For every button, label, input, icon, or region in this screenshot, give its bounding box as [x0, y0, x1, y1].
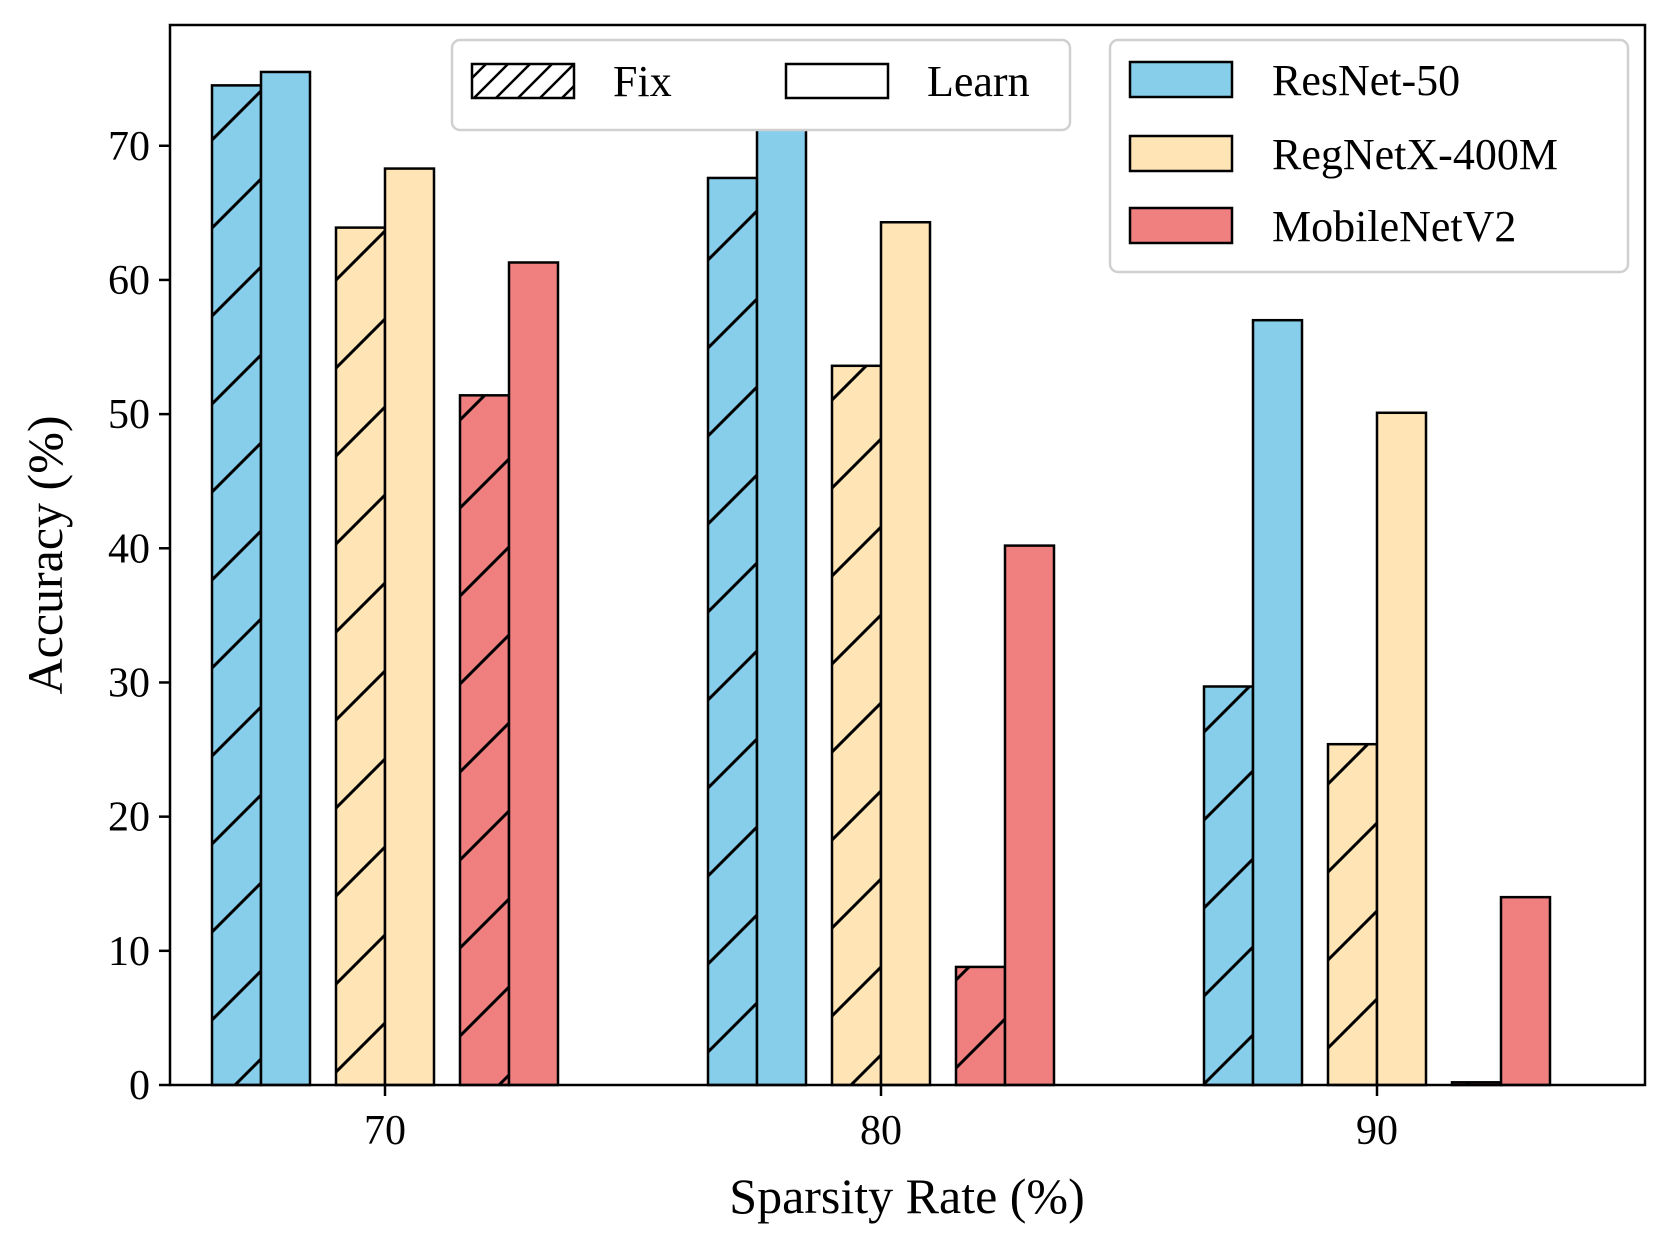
legend-swatch-regnetx-400m	[1128, 134, 1234, 173]
bar-mobilenetv2-fix-90-hatch	[1452, 1082, 1501, 1085]
x-axis-label: Sparsity Rate (%)	[729, 1168, 1084, 1224]
y-axis-label: Accuracy (%)	[17, 416, 73, 695]
y-tick-label-40: 40	[108, 526, 150, 572]
bar-regnetx-400m-learn-70	[383, 167, 436, 1087]
legend-label-learn: Learn	[927, 57, 1030, 106]
legend-label-regnetx-400m: RegNetX-400M	[1272, 130, 1558, 179]
bar-regnetx-400m-fix-70-hatch	[336, 227, 385, 1085]
y-tick-label-70: 70	[108, 124, 150, 170]
bar-resnet-50-fix-70-hatch	[212, 85, 261, 1085]
y-axis: 0 10 20 30 40 50 60 70	[108, 124, 170, 1109]
legend-label-resnet-50: ResNet-50	[1272, 56, 1460, 105]
bar-regnetx-400m-fix-90-hatch	[1328, 744, 1377, 1085]
x-tick-label-80: 80	[860, 1108, 902, 1154]
bar-regnetx-400m-fix-80-hatch	[832, 365, 881, 1085]
bar-resnet-50-learn-90	[1251, 318, 1304, 1087]
bar-mobilenetv2-fix-70-hatch	[460, 395, 509, 1085]
y-tick-label-20: 20	[108, 795, 150, 841]
legend-swatch-resnet-50	[1128, 60, 1234, 99]
y-tick-label-0: 0	[129, 1063, 150, 1109]
method-legend: Fix Learn	[450, 38, 1072, 132]
bar-resnet-50-learn-70	[259, 70, 312, 1087]
method-legend-frame	[450, 38, 1072, 132]
y-tick-label-60: 60	[108, 258, 150, 304]
legend-label-fix: Fix	[613, 57, 672, 106]
legend-swatch-learn	[784, 62, 890, 100]
y-tick-label-10: 10	[108, 929, 150, 975]
x-tick-label-70: 70	[364, 1108, 406, 1154]
bar-mobilenetv2-learn-70	[507, 261, 560, 1087]
bar-mobilenetv2-fix-80-hatch	[956, 966, 1005, 1085]
model-legend-frame	[1108, 38, 1630, 274]
bar-mobilenetv2-learn-90	[1499, 895, 1552, 1087]
legend-swatch-mobilenetv2	[1128, 206, 1234, 245]
legend-label-mobilenetv2: MobileNetV2	[1272, 202, 1516, 251]
model-legend: ResNet-50 RegNetX-400M MobileNetV2	[1108, 38, 1630, 274]
y-tick-label-30: 30	[108, 660, 150, 706]
bar-regnetx-400m-learn-80	[879, 220, 932, 1087]
y-tick-label-50: 50	[108, 392, 150, 438]
bars-layer	[210, 70, 1552, 1087]
x-tick-label-90: 90	[1356, 1108, 1398, 1154]
legend-swatch-fix	[470, 62, 576, 100]
bar-regnetx-400m-learn-90	[1375, 411, 1428, 1087]
bar-resnet-50-learn-80	[755, 127, 808, 1087]
bar-mobilenetv2-learn-80	[1003, 544, 1056, 1087]
x-axis: 70 80 90	[364, 1085, 1398, 1154]
plot-frame	[168, 23, 1647, 1087]
bar-resnet-50-fix-90-hatch	[1204, 686, 1253, 1085]
bar-resnet-50-fix-80-hatch	[708, 177, 757, 1085]
